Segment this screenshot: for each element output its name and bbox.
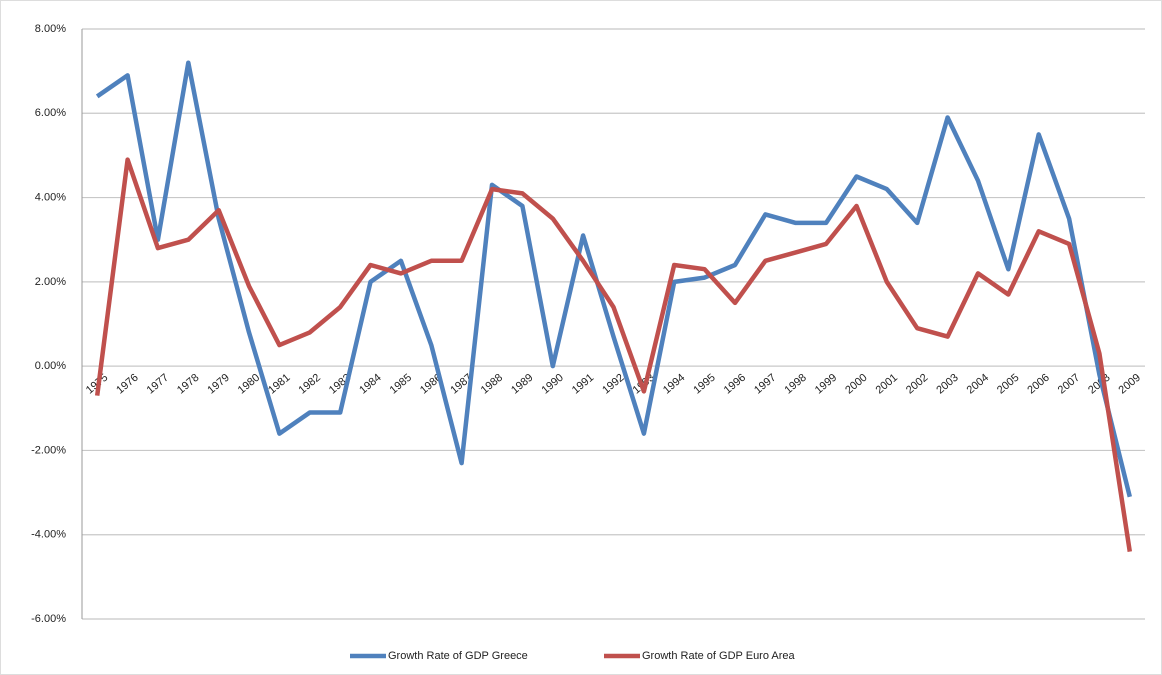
- legend-label: Growth Rate of GDP Greece: [388, 650, 528, 662]
- x-tick-label: 1985: [388, 372, 414, 397]
- y-tick-label: -6.00%: [31, 613, 66, 625]
- x-tick-label: 1989: [509, 372, 535, 397]
- y-tick-label: 2.00%: [35, 276, 66, 288]
- x-tick-label: 1981: [266, 372, 292, 397]
- x-tick-label: 1992: [600, 372, 626, 397]
- x-tick-label: 1980: [236, 372, 262, 397]
- x-tick-label: 1977: [145, 372, 171, 397]
- x-tick-label: 2002: [904, 372, 930, 397]
- x-tick-label: 2000: [843, 372, 869, 397]
- x-tick-label: 2003: [934, 372, 960, 397]
- x-tick-label: 1979: [205, 372, 231, 397]
- y-tick-label: 0.00%: [35, 360, 66, 372]
- series-line: [94, 157, 1133, 552]
- x-tick-label: 2004: [965, 372, 991, 397]
- series-line: [95, 60, 1132, 498]
- x-tick-label: 1978: [175, 372, 201, 397]
- y-tick-label: -4.00%: [31, 529, 66, 541]
- y-tick-label: 4.00%: [35, 191, 66, 203]
- x-tick-label: 2007: [1056, 372, 1082, 397]
- y-tick-label: 6.00%: [35, 107, 66, 119]
- x-tick-label: 1995: [691, 372, 717, 397]
- x-tick-label: 1999: [813, 372, 839, 397]
- x-tick-label: 1990: [539, 372, 565, 397]
- x-tick-label: 1982: [296, 372, 322, 397]
- x-tick-label: 2006: [1025, 372, 1051, 397]
- x-tick-label: 1976: [114, 372, 140, 397]
- x-tick-label: 2009: [1117, 372, 1143, 397]
- x-tick-label: 1994: [661, 372, 687, 397]
- x-tick-label: 1996: [722, 372, 748, 397]
- legend-label: Growth Rate of GDP Euro Area: [642, 650, 796, 662]
- x-tick-label: 2001: [874, 372, 900, 397]
- y-tick-label: 8.00%: [35, 23, 66, 35]
- x-tick-label: 1997: [752, 372, 778, 397]
- x-tick-label: 1998: [782, 372, 808, 397]
- x-tick-label: 1984: [357, 372, 383, 397]
- y-tick-label: -2.00%: [31, 444, 66, 456]
- x-tick-label: 1991: [570, 372, 596, 397]
- x-tick-label: 1988: [479, 372, 505, 397]
- x-tick-label: 2005: [995, 372, 1021, 397]
